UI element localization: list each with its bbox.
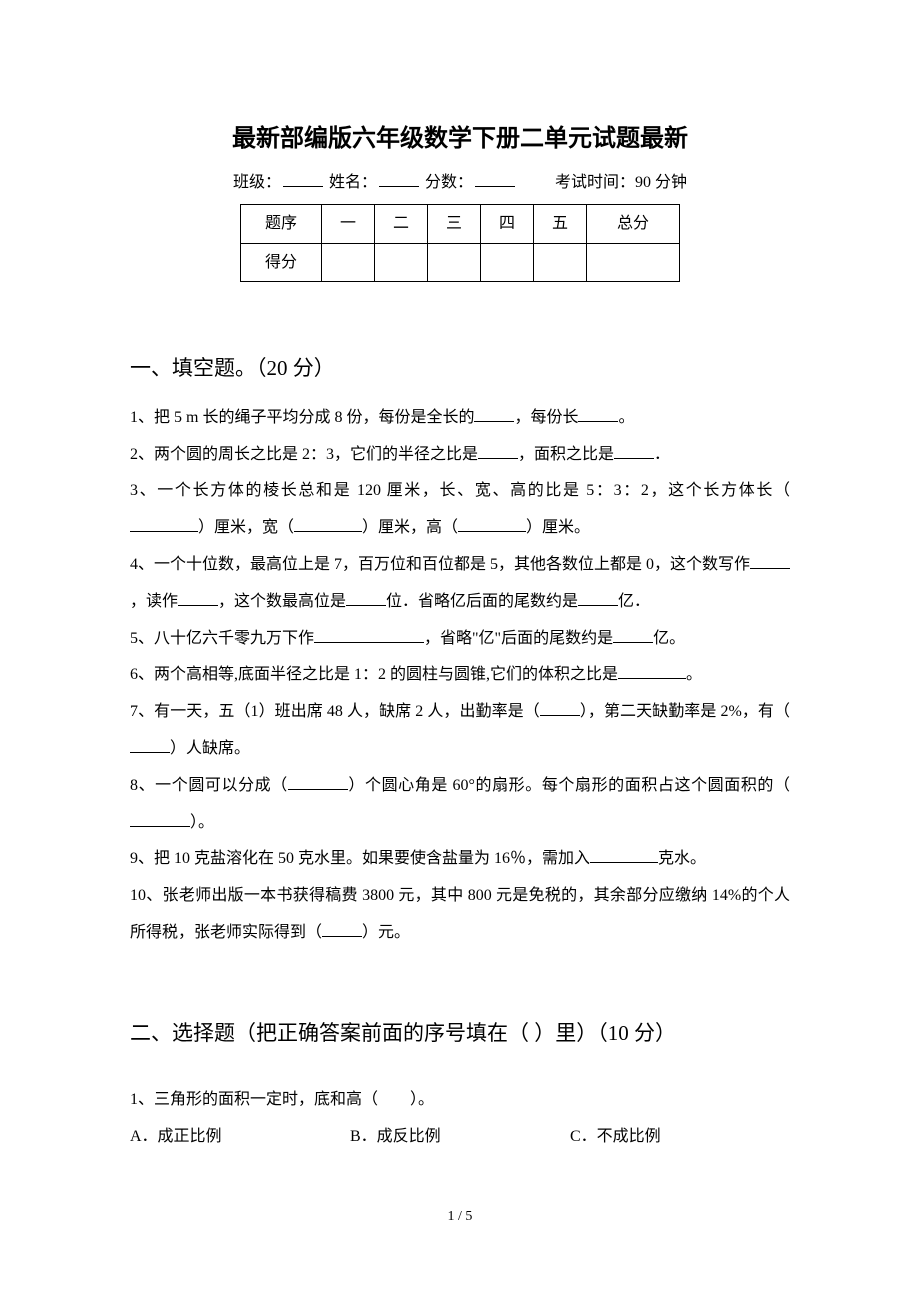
question-9: 9、把 10 克盐溶化在 50 克水里。如果要使含盐量为 16％，需加入 克水。 xyxy=(130,841,790,878)
q9-blank-1[interactable] xyxy=(590,851,658,864)
q4-text-a: 4、一个十位数，最高位上是 7，百万位和百位都是 5，其他各数位上都是 0，这个… xyxy=(130,556,750,573)
q6-text-b: 。 xyxy=(686,666,702,683)
q7-text-a: 7、有一天，五（1）班出席 48 人，缺席 2 人，出勤率是（ xyxy=(130,703,540,720)
q6-text-a: 6、两个高相等,底面半径之比是 1：2 的圆柱与圆锥,它们的体积之比是 xyxy=(130,666,618,683)
q4-text-c: ，这个数最高位是 xyxy=(218,593,346,610)
q3-blank-3[interactable] xyxy=(458,519,526,532)
question-7: 7、有一天，五（1）班出席 48 人，缺席 2 人，出勤率是（ ），第二天缺勤率是… xyxy=(130,694,790,768)
table-score-row: 得分 xyxy=(240,243,679,282)
q8-text-c: ）。 xyxy=(190,814,214,831)
question-8: 8、一个圆可以分成（ ）个圆心角是 60°的扇形。每个扇形的面积占这个圆面积的（ ）… xyxy=(130,768,790,842)
td-2[interactable] xyxy=(374,243,427,282)
td-1[interactable] xyxy=(321,243,374,282)
choice-b[interactable]: B．成反比例 xyxy=(350,1119,570,1156)
q1-text-b: ，每份长 xyxy=(514,409,578,426)
td-3[interactable] xyxy=(427,243,480,282)
score-table: 题序 一 二 三 四 五 总分 得分 xyxy=(240,204,680,282)
class-blank[interactable] xyxy=(283,171,323,187)
q7-text-b: ），第二天缺勤率是 2%，有（ xyxy=(580,703,790,720)
td-label: 得分 xyxy=(240,243,321,282)
q1-text-a: 1、把 5 m 长的绳子平均分成 8 份，每份是全长的 xyxy=(130,409,474,426)
q1-blank-2[interactable] xyxy=(578,409,618,422)
q3-blank-2[interactable] xyxy=(294,519,362,532)
q3-text-d: ）厘米。 xyxy=(526,519,590,536)
q1-text-c: 。 xyxy=(618,409,634,426)
time-label: 考试时间：90 分钟 xyxy=(555,174,687,191)
q7-blank-2[interactable] xyxy=(130,740,170,753)
q2-blank-2[interactable] xyxy=(614,446,654,459)
q8-text-a: 8、一个圆可以分成（ xyxy=(130,777,288,794)
td-total[interactable] xyxy=(587,243,680,282)
q2-text-b: ，面积之比是 xyxy=(518,446,614,463)
section2-heading: 二、选择题（把正确答案前面的序号填在（ ）里）（10 分） xyxy=(130,1017,790,1051)
table-header-row: 题序 一 二 三 四 五 总分 xyxy=(240,204,679,243)
q8-blank-2[interactable] xyxy=(130,814,190,827)
question-4: 4、一个十位数，最高位上是 7，百万位和百位都是 5，其他各数位上都是 0，这个… xyxy=(130,547,790,621)
choice-c[interactable]: C．不成比例 xyxy=(570,1119,790,1156)
q7-text-c: ）人缺席。 xyxy=(170,740,250,757)
q4-text-e: 亿． xyxy=(618,593,650,610)
q8-text-b: ）个圆心角是 60°的扇形。每个扇形的面积占这个圆面积的（ xyxy=(348,777,790,794)
th-total: 总分 xyxy=(587,204,680,243)
page-title: 最新部编版六年级数学下册二单元试题最新 xyxy=(130,120,790,158)
q5-text-b: ，省略"亿"后面的尾数约是 xyxy=(424,630,613,647)
q1-blank-1[interactable] xyxy=(474,409,514,422)
q3-text-c: ）厘米，高（ xyxy=(362,519,458,536)
q3-blank-1[interactable] xyxy=(130,519,198,532)
th-4: 四 xyxy=(481,204,534,243)
question-6: 6、两个高相等,底面半径之比是 1：2 的圆柱与圆锥,它们的体积之比是 。 xyxy=(130,657,790,694)
q8-blank-1[interactable] xyxy=(288,777,348,790)
q10-text-b: ）元。 xyxy=(362,924,410,941)
th-5: 五 xyxy=(534,204,587,243)
q7-blank-1[interactable] xyxy=(540,703,580,716)
q4-blank-2[interactable] xyxy=(178,593,218,606)
name-label: 姓名： xyxy=(329,174,377,191)
s2-question-1: 1、三角形的面积一定时，底和高（ ）。 xyxy=(130,1082,790,1119)
q4-text-b: ，读作 xyxy=(130,593,178,610)
q6-blank-1[interactable] xyxy=(618,667,686,680)
q4-blank-4[interactable] xyxy=(578,593,618,606)
choice-a[interactable]: A．成正比例 xyxy=(130,1119,350,1156)
class-label: 班级： xyxy=(233,174,281,191)
meta-line: 班级： 姓名： 分数： 考试时间：90 分钟 xyxy=(130,170,790,196)
q5-text-a: 5、八十亿六千零九万下作 xyxy=(130,630,314,647)
q4-blank-1[interactable] xyxy=(750,556,790,569)
th-2: 二 xyxy=(374,204,427,243)
q10-text-a: 10、张老师出版一本书获得稿费 3800 元，其中 800 元是免税的，其余部分… xyxy=(130,887,790,941)
page-number: 1 / 5 xyxy=(130,1206,790,1228)
th-1: 一 xyxy=(321,204,374,243)
q9-text-a: 9、把 10 克盐溶化在 50 克水里。如果要使含盐量为 16％，需加入 xyxy=(130,850,590,867)
score-label: 分数： xyxy=(425,174,473,191)
q4-blank-3[interactable] xyxy=(346,593,386,606)
q5-blank-1[interactable] xyxy=(314,630,424,643)
question-1: 1、把 5 m 长的绳子平均分成 8 份，每份是全长的 ，每份长 。 xyxy=(130,400,790,437)
section1-heading: 一、填空题。（20 分） xyxy=(130,352,790,386)
question-10: 10、张老师出版一本书获得稿费 3800 元，其中 800 元是免税的，其余部分… xyxy=(130,878,790,952)
q2-text-c: ． xyxy=(654,446,670,463)
q9-text-b: 克水。 xyxy=(658,850,706,867)
name-blank[interactable] xyxy=(379,171,419,187)
q3-text-b: ）厘米，宽（ xyxy=(198,519,294,536)
q3-text-a: 3、一个长方体的棱长总和是 120 厘米，长、宽、高的比是 5：3：2，这个长方… xyxy=(130,482,790,499)
th-3: 三 xyxy=(427,204,480,243)
q2-text-a: 2、两个圆的周长之比是 2：3，它们的半径之比是 xyxy=(130,446,478,463)
q4-text-d: 位．省略亿后面的尾数约是 xyxy=(386,593,578,610)
question-5: 5、八十亿六千零九万下作 ，省略"亿"后面的尾数约是 亿。 xyxy=(130,621,790,658)
q5-text-c: 亿。 xyxy=(653,630,685,647)
score-blank[interactable] xyxy=(475,171,515,187)
question-2: 2、两个圆的周长之比是 2：3，它们的半径之比是 ，面积之比是 ． xyxy=(130,437,790,474)
q2-blank-1[interactable] xyxy=(478,446,518,459)
q5-blank-2[interactable] xyxy=(613,630,653,643)
th-seq: 题序 xyxy=(240,204,321,243)
s2-q1-choices: A．成正比例 B．成反比例 C．不成比例 xyxy=(130,1119,790,1156)
question-3: 3、一个长方体的棱长总和是 120 厘米，长、宽、高的比是 5：3：2，这个长方… xyxy=(130,473,790,547)
q10-blank-1[interactable] xyxy=(322,924,362,937)
td-5[interactable] xyxy=(534,243,587,282)
td-4[interactable] xyxy=(481,243,534,282)
